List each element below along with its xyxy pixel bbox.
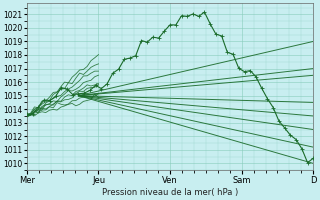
X-axis label: Pression niveau de la mer( hPa ): Pression niveau de la mer( hPa ) bbox=[102, 188, 238, 197]
